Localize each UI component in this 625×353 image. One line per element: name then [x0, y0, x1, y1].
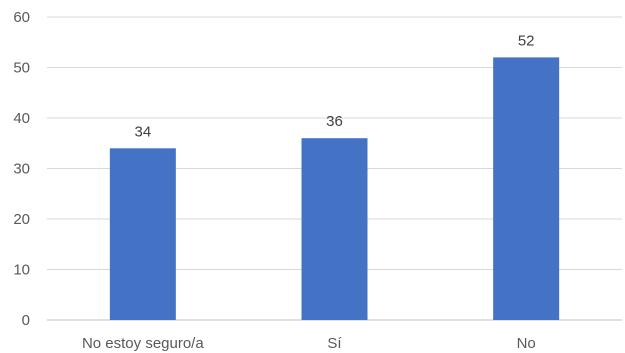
y-tick-label: 0	[22, 312, 30, 329]
x-category-label: No estoy seguro/a	[82, 335, 204, 352]
x-category-label: Sí	[327, 335, 342, 352]
y-tick-label: 10	[13, 262, 30, 279]
bar	[301, 138, 368, 320]
y-axis-tick-labels: 0 10 20 30 40 50 60	[13, 9, 30, 329]
bar	[493, 57, 560, 321]
y-tick-label: 50	[13, 60, 30, 77]
data-label: 36	[326, 113, 343, 130]
data-labels: 34 36 52	[134, 32, 534, 140]
x-axis-category-labels: No estoy seguro/a Sí No	[82, 335, 536, 352]
y-tick-label: 40	[13, 110, 30, 127]
bar	[109, 148, 176, 320]
x-category-label: No	[517, 335, 536, 352]
y-tick-label: 30	[13, 161, 30, 178]
y-tick-label: 20	[13, 211, 30, 228]
bars	[109, 57, 560, 321]
data-label: 34	[134, 123, 151, 140]
data-label: 52	[518, 32, 535, 49]
y-tick-label: 60	[13, 9, 30, 26]
